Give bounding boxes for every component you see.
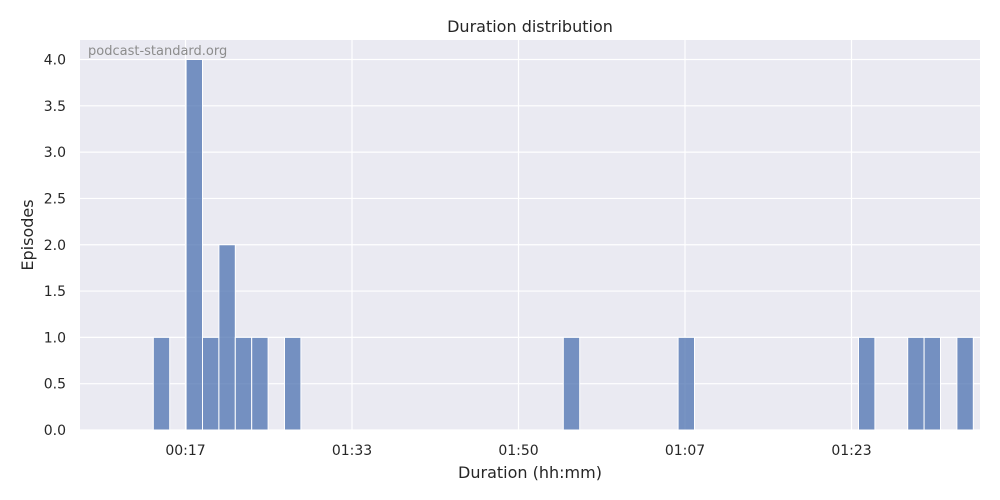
histogram-bar bbox=[923, 336, 941, 431]
x-tick-label: 01:23 bbox=[831, 443, 871, 459]
histogram-bar bbox=[562, 336, 581, 431]
histogram-bar bbox=[284, 336, 302, 431]
histogram-bar bbox=[956, 336, 974, 431]
histogram-bar bbox=[907, 336, 925, 431]
histogram-bar bbox=[202, 336, 220, 431]
histogram-bar bbox=[251, 336, 269, 431]
bars bbox=[152, 59, 974, 431]
histogram-bar bbox=[677, 336, 695, 431]
y-tick-label: 2.0 bbox=[44, 238, 66, 254]
chart-title: Duration distribution bbox=[447, 17, 613, 36]
histogram-bar bbox=[234, 336, 253, 431]
x-tick-label: 01:33 bbox=[332, 443, 372, 459]
histogram-bar bbox=[152, 336, 171, 431]
histogram-bar bbox=[858, 336, 876, 431]
x-axis-label: Duration (hh:mm) bbox=[458, 463, 602, 482]
y-tick-label: 1.5 bbox=[44, 284, 66, 300]
y-tick-label: 1.0 bbox=[44, 330, 66, 346]
y-tick-label: 0.0 bbox=[44, 423, 66, 439]
y-tick-label: 3.5 bbox=[44, 99, 66, 115]
y-tick-label: 4.0 bbox=[44, 53, 66, 69]
x-tick-label: 00:17 bbox=[165, 443, 205, 459]
y-tick-label: 0.5 bbox=[44, 377, 66, 393]
y-tick-label: 2.5 bbox=[44, 191, 66, 207]
x-tick-label: 01:50 bbox=[498, 443, 538, 459]
histogram-bar bbox=[185, 59, 204, 431]
x-tick-labels: 00:17 01:33 01:50 01:07 01:23 bbox=[165, 443, 871, 459]
x-tick-label: 01:07 bbox=[665, 443, 705, 459]
histogram-bar bbox=[218, 244, 236, 431]
y-tick-label: 3.0 bbox=[44, 145, 66, 161]
y-axis-label: Episodes bbox=[18, 199, 37, 270]
watermark: podcast-standard.org bbox=[88, 44, 227, 59]
y-tick-labels: 0.0 0.5 1.0 1.5 2.0 2.5 3.0 3.5 4.0 bbox=[44, 53, 66, 440]
